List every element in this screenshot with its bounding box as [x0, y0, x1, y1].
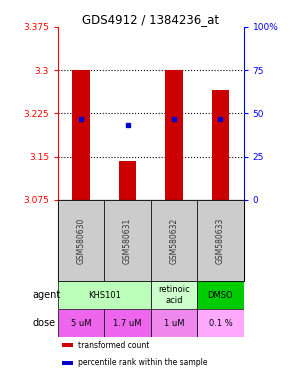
Title: GDS4912 / 1384236_at: GDS4912 / 1384236_at — [82, 13, 219, 26]
Bar — [151, 281, 197, 309]
Bar — [197, 309, 244, 337]
Bar — [58, 309, 104, 337]
Bar — [151, 309, 197, 337]
Bar — [212, 90, 229, 200]
Bar — [197, 281, 244, 309]
Text: GSM580633: GSM580633 — [216, 217, 225, 264]
Text: KHS101: KHS101 — [88, 291, 121, 300]
Bar — [165, 70, 183, 200]
Text: 0.1 %: 0.1 % — [209, 319, 232, 328]
Text: 5 uM: 5 uM — [71, 319, 91, 328]
Bar — [119, 161, 136, 200]
Bar — [58, 281, 151, 309]
Text: GSM580631: GSM580631 — [123, 217, 132, 264]
Bar — [104, 200, 151, 281]
Text: percentile rank within the sample: percentile rank within the sample — [78, 358, 208, 367]
Text: GSM580632: GSM580632 — [169, 217, 179, 264]
Text: agent: agent — [32, 290, 61, 300]
Text: DMSO: DMSO — [208, 291, 233, 300]
Text: 1 uM: 1 uM — [164, 319, 184, 328]
Bar — [104, 309, 151, 337]
Bar — [197, 200, 244, 281]
Bar — [151, 200, 197, 281]
Text: dose: dose — [32, 318, 56, 328]
Text: GSM580630: GSM580630 — [77, 217, 86, 264]
Text: 1.7 uM: 1.7 uM — [113, 319, 142, 328]
Bar — [58, 200, 104, 281]
Bar — [62, 343, 73, 347]
Bar — [62, 361, 73, 365]
Text: retinoic
acid: retinoic acid — [158, 285, 190, 305]
Text: transformed count: transformed count — [78, 341, 150, 349]
Bar — [72, 70, 90, 200]
